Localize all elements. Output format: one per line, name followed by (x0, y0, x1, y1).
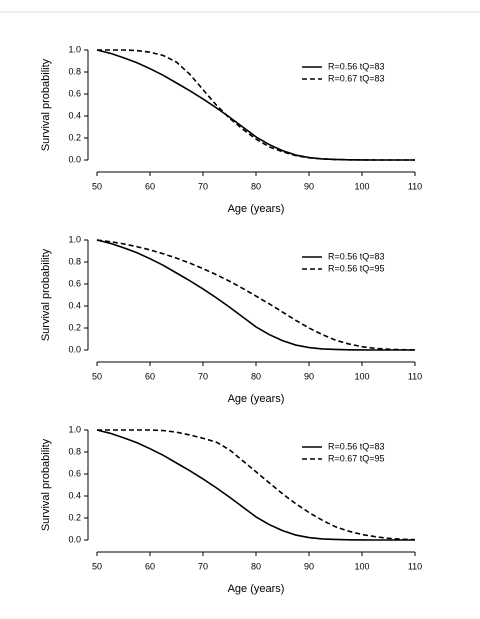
survival-line (97, 429, 416, 541)
y-tick-label: 0.8 (68, 446, 81, 456)
x-tick-label: 80 (251, 181, 261, 191)
y-tick-label: 0.6 (68, 88, 81, 98)
x-tick-label: 80 (251, 371, 261, 381)
y-tick-label: 0.6 (68, 468, 81, 478)
y-tick-label: 0.8 (68, 66, 81, 76)
x-tick-label: 100 (354, 181, 369, 191)
legend-label: R=0.56 tQ=83 (328, 251, 385, 261)
legend-label: R=0.67 tQ=83 (328, 73, 385, 83)
x-tick-label: 110 (408, 561, 422, 571)
x-tick-label: 100 (354, 371, 369, 381)
y-tick-label: 0.8 (68, 256, 81, 266)
y-tick-label: 1.0 (68, 424, 81, 434)
y-axis-label: Survival probability (40, 248, 52, 341)
x-tick-label: 60 (145, 561, 155, 571)
y-tick-label: 0.4 (68, 490, 81, 500)
survival-line (97, 49, 415, 161)
x-tick-label: 90 (304, 181, 314, 191)
y-tick-label: 0.0 (68, 534, 81, 544)
x-tick-label: 60 (145, 371, 155, 381)
survival-line (96, 49, 415, 161)
x-tick-label: 50 (92, 181, 102, 191)
y-tick-label: 1.0 (68, 234, 81, 244)
y-tick-label: 0.4 (68, 300, 81, 310)
x-tick-label: 80 (251, 561, 261, 571)
x-tick-label: 60 (145, 181, 155, 191)
x-tick-label: 110 (408, 181, 422, 191)
legend-label: R=0.56 tQ=83 (328, 441, 385, 451)
x-tick-label: 70 (198, 371, 208, 381)
y-tick-label: 0.2 (68, 132, 81, 142)
y-tick-label: 0.0 (68, 344, 81, 354)
x-axis-label: Age (years) (228, 393, 285, 405)
x-tick-label: 70 (198, 561, 208, 571)
x-tick-label: 110 (408, 371, 422, 381)
x-axis-label: Age (years) (228, 203, 285, 215)
survival-line (96, 239, 416, 351)
y-tick-label: 0.0 (68, 154, 81, 164)
x-tick-label: 70 (198, 181, 208, 191)
y-tick-label: 0.6 (68, 278, 81, 288)
x-tick-label: 90 (304, 561, 314, 571)
survival-line (96, 429, 415, 541)
y-tick-label: 0.4 (68, 110, 81, 120)
legend-label: R=0.67 tQ=95 (328, 453, 385, 463)
survival-line (96, 239, 415, 351)
x-tick-label: 50 (92, 561, 102, 571)
x-tick-label: 100 (354, 561, 369, 571)
legend-label: R=0.56 tQ=95 (328, 263, 385, 273)
legend-label: R=0.56 tQ=83 (328, 61, 385, 71)
x-tick-label: 90 (304, 371, 314, 381)
y-axis-label: Survival probability (40, 58, 52, 151)
y-tick-label: 0.2 (68, 512, 81, 522)
y-axis-label: Survival probability (40, 438, 52, 531)
y-tick-label: 0.2 (68, 322, 81, 332)
y-tick-label: 1.0 (68, 44, 81, 54)
x-axis-label: Age (years) (228, 583, 285, 595)
x-tick-label: 50 (92, 371, 102, 381)
